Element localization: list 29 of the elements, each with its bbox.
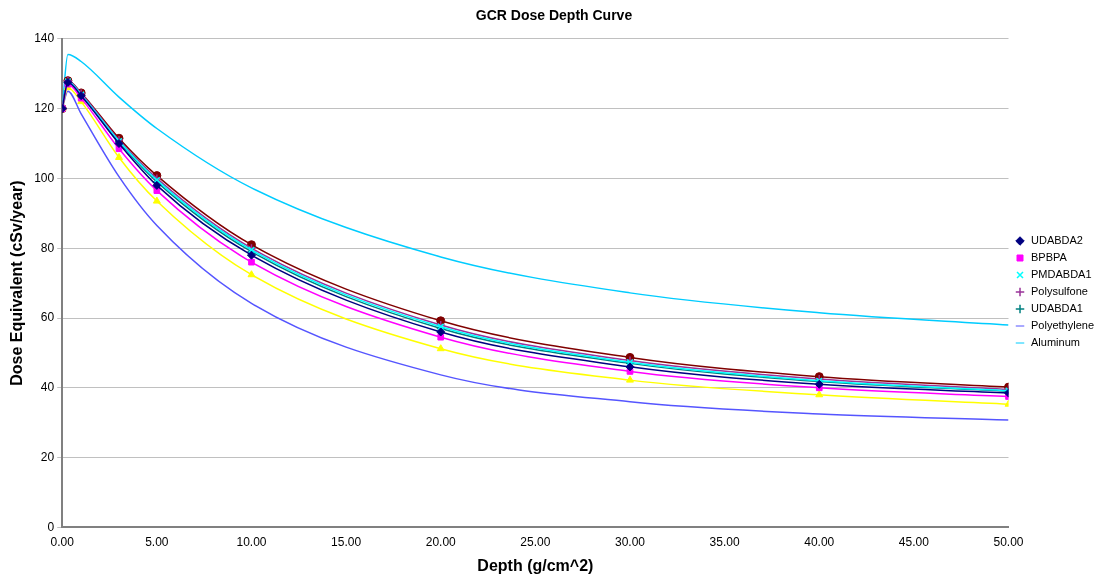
legend-label: Polyethylene (1031, 319, 1095, 332)
legend-label: BPBPA (1031, 251, 1068, 264)
legend-label: PMDABDA1 (1031, 268, 1092, 281)
y-tick-label: 20 (40, 449, 55, 464)
y-tick-label: 40 (40, 380, 55, 395)
y-tick-label: 120 (34, 100, 55, 115)
x-tick-label: 45.00 (898, 534, 930, 549)
x-axis-title: Depth (g/cm^2) (477, 556, 594, 574)
legend-label: Polysulfone (1031, 285, 1088, 298)
legend-label: UDABDA2 (1031, 234, 1083, 247)
y-tick-label: 100 (34, 170, 55, 185)
y-tick-label: 60 (40, 310, 55, 325)
x-tick-label: 15.00 (331, 534, 362, 549)
x-tick-label: 0.00 (50, 534, 75, 549)
legend-label: Aluminum (1031, 336, 1080, 349)
y-tick-label: 80 (40, 240, 55, 255)
y-tick-label: 140 (34, 31, 55, 46)
x-tick-label: 25.00 (520, 534, 551, 549)
y-tick-label: 0 (47, 519, 55, 534)
x-tick-label: 20.00 (425, 534, 457, 549)
y-axis-title: Dose Equivalent (cSv/year) (8, 180, 26, 386)
x-tick-label: 35.00 (709, 534, 740, 549)
x-tick-label: 5.00 (145, 534, 169, 549)
x-tick-label: 50.00 (993, 534, 1024, 549)
x-tick-label: 30.00 (614, 534, 646, 549)
chart-title: GCR Dose Depth Curve (475, 7, 633, 24)
x-tick-label: 10.00 (236, 534, 267, 549)
legend-label: UDABDA1 (1031, 302, 1083, 315)
x-tick-label: 40.00 (804, 534, 835, 549)
